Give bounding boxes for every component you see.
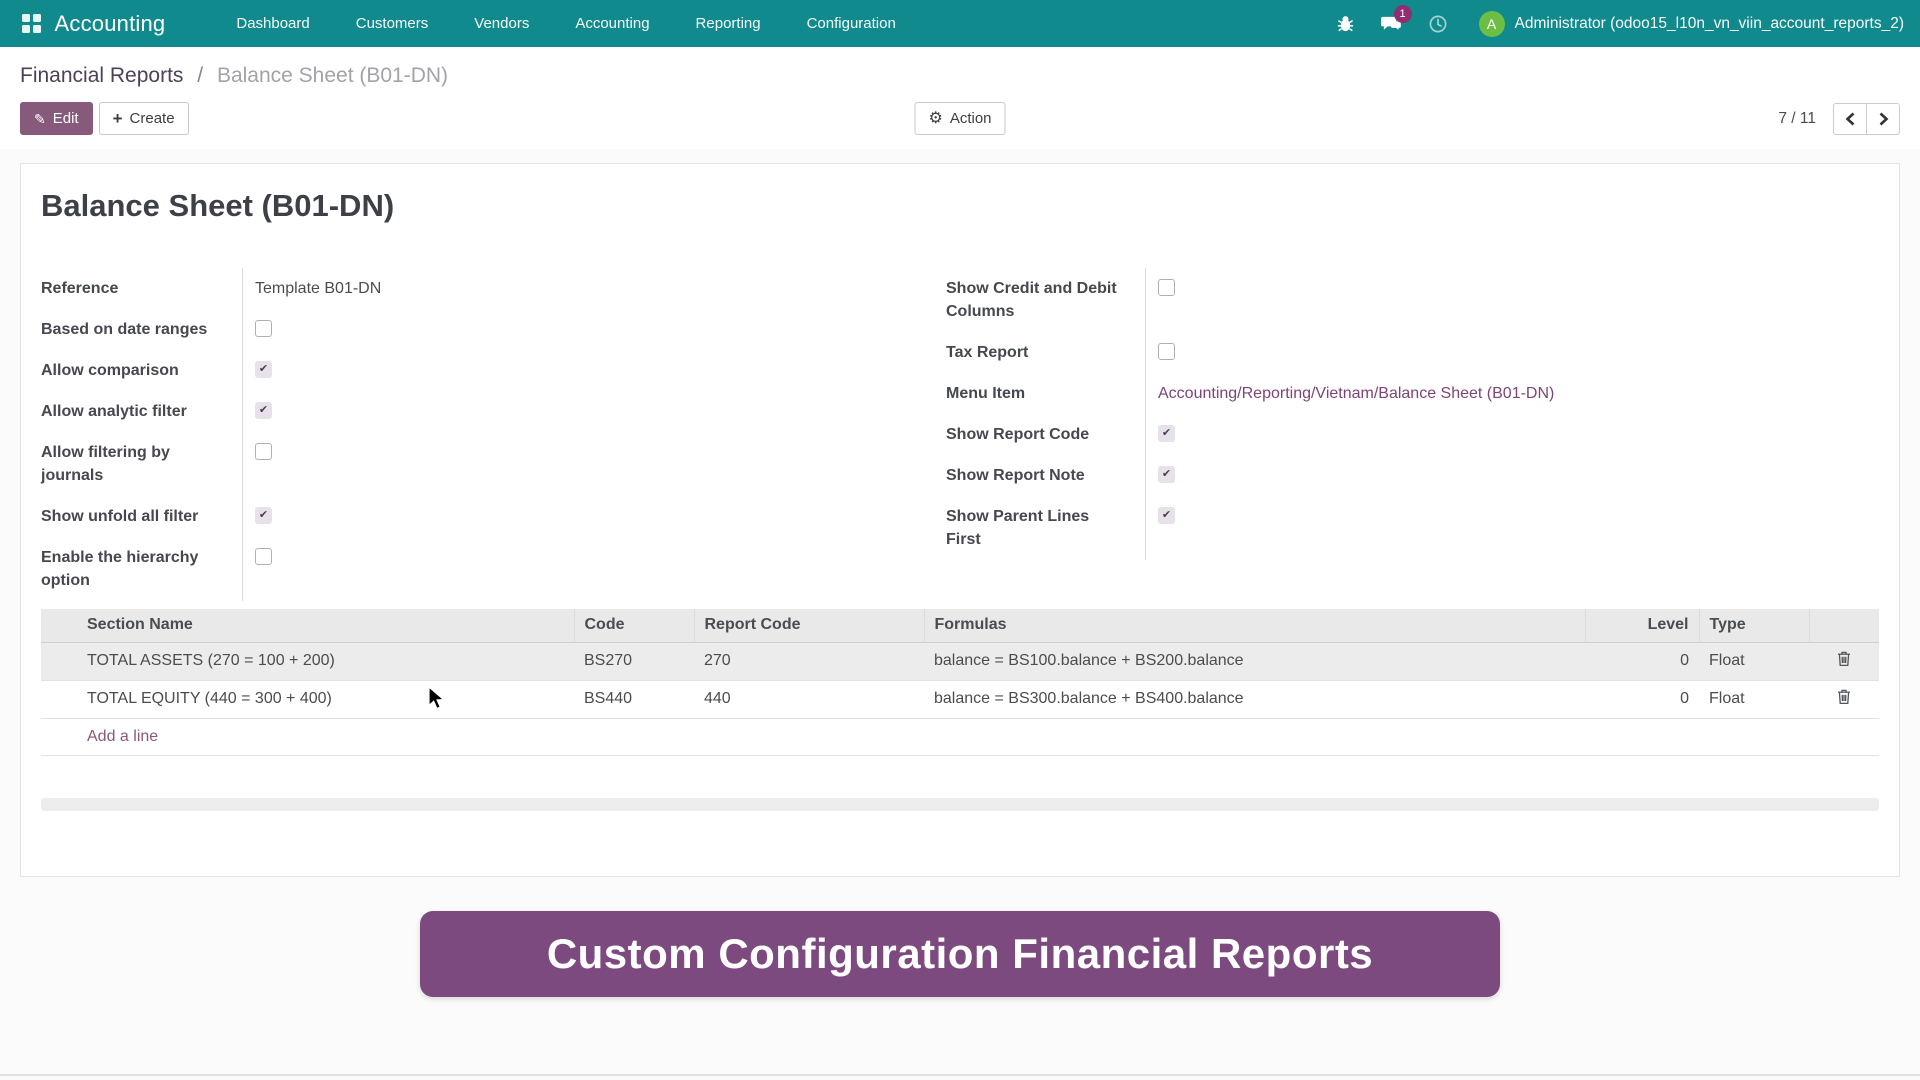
field-label-allow-filtering-by-journals: Allow filtering by journals xyxy=(41,432,243,496)
cell-level[interactable]: 0 xyxy=(1585,680,1699,719)
field-value-reference: Template B01-DN xyxy=(255,280,382,297)
cell-section-name[interactable]: TOTAL EQUITY (440 = 300 + 400) xyxy=(41,680,574,719)
checkbox-show-report-note[interactable]: ✔ xyxy=(1158,466,1175,483)
footer-divider xyxy=(0,1074,1920,1076)
nav-item-vendors[interactable]: Vendors xyxy=(474,15,530,32)
breadcrumb-separator: / xyxy=(197,64,204,87)
table-row[interactable]: TOTAL ASSETS (270 = 100 + 200) BS270 270 ba… xyxy=(41,642,1879,681)
cell-section-name[interactable]: TOTAL ASSETS (270 = 100 + 200) xyxy=(41,642,574,681)
edit-button[interactable]: ✎ Edit xyxy=(20,102,93,135)
delete-row-trash-icon[interactable] xyxy=(1837,689,1851,705)
checkbox-based-on-date-ranges[interactable] xyxy=(255,320,272,337)
nav-item-accounting[interactable]: Accounting xyxy=(575,15,650,32)
field-label-show-parent-lines-first: Show Parent Lines First xyxy=(946,496,1146,560)
field-label-show-report-note: Show Report Note xyxy=(946,455,1146,496)
apps-grid-icon[interactable] xyxy=(22,14,41,33)
column-header-type[interactable]: Type xyxy=(1699,609,1810,643)
action-button[interactable]: ⚙ Action xyxy=(914,102,1006,135)
cell-type[interactable]: Float xyxy=(1699,680,1809,719)
field-label-show-credit-and-debit-columns: Show Credit and Debit Columns xyxy=(946,268,1146,332)
checkbox-show-parent-lines-first[interactable]: ✔ xyxy=(1158,507,1175,524)
table-body: TOTAL ASSETS (270 = 100 + 200) BS270 270 ba… xyxy=(41,642,1879,756)
table-header-row: Section Name Code Report Code Formulas Level… xyxy=(41,609,1879,643)
cell-code[interactable]: BS270 xyxy=(574,642,694,681)
delete-row-trash-icon[interactable] xyxy=(1837,651,1851,667)
checkbox-allow-comparison[interactable]: ✔ xyxy=(255,361,272,378)
column-header-formulas[interactable]: Formulas xyxy=(924,609,1586,643)
messages-icon[interactable]: 1 xyxy=(1369,5,1415,33)
checkbox-show-report-code[interactable]: ✔ xyxy=(1158,425,1175,442)
add-line-row: Add a line xyxy=(41,718,1879,756)
column-header-level[interactable]: Level xyxy=(1585,609,1700,643)
add-a-line-link[interactable]: Add a line xyxy=(87,727,159,745)
form-sheet: Balance Sheet (B01-DN) Reference Template… xyxy=(20,163,1900,877)
user-menu[interactable]: A Administrator (odoo15_l10n_vn_viin_acc… xyxy=(1478,10,1904,37)
nav-item-customers[interactable]: Customers xyxy=(355,15,429,32)
field-label-allow-analytic-filter: Allow analytic filter xyxy=(41,391,243,432)
breadcrumb-financial-reports[interactable]: Financial Reports xyxy=(20,64,184,87)
avatar: A xyxy=(1478,10,1505,37)
checkbox-show-unfold-all-filter[interactable]: ✔ xyxy=(255,507,272,524)
pager-next-button[interactable] xyxy=(1866,102,1900,135)
custom-config-banner: Custom Configuration Financial Reports xyxy=(420,911,1500,997)
cell-type[interactable]: Float xyxy=(1699,642,1809,681)
checkbox-show-credit-and-debit-columns[interactable] xyxy=(1158,279,1175,296)
field-label-allow-comparison: Allow comparison xyxy=(41,350,243,391)
user-label: Administrator (odoo15_l10n_vn_viin_accou… xyxy=(1514,14,1904,32)
checkbox-allow-analytic-filter[interactable]: ✔ xyxy=(255,402,272,419)
plus-icon: + xyxy=(112,109,123,128)
navbar-menu: Dashboard Customers Vendors Accounting Repor… xyxy=(213,0,918,47)
gear-icon: ⚙ xyxy=(928,109,943,127)
cell-formulas[interactable]: balance = BS100.balance + BS200.balance xyxy=(924,642,1585,681)
checkbox-allow-filtering-by-journals[interactable] xyxy=(255,443,272,460)
control-panel: Financial Reports / Balance Sheet (B01-D… xyxy=(0,47,1920,149)
field-group-right: Show Credit and Debit Columns Tax Report M… xyxy=(946,268,1846,601)
column-header-report-code[interactable]: Report Code xyxy=(694,609,925,643)
pager-previous-button[interactable] xyxy=(1833,102,1867,135)
field-label-show-report-code: Show Report Code xyxy=(946,414,1146,455)
nav-item-dashboard[interactable]: Dashboard xyxy=(236,15,310,32)
field-label-show-unfold-all-filter: Show unfold all filter xyxy=(41,496,243,537)
top-navbar: Accounting Dashboard Customers Vendors Acco… xyxy=(0,0,1920,47)
message-count-badge: 1 xyxy=(1393,5,1412,23)
checkbox-tax-report[interactable] xyxy=(1158,343,1175,360)
row-actions-cell xyxy=(1809,642,1879,681)
breadcrumb-current: Balance Sheet (B01-DN) xyxy=(216,64,449,87)
create-button[interactable]: + Create xyxy=(98,102,189,135)
page-title: Balance Sheet (B01-DN) xyxy=(41,188,395,223)
horizontal-scrollbar[interactable] xyxy=(41,797,1879,811)
breadcrumb: Financial Reports / Balance Sheet (B01-D… xyxy=(20,64,1900,88)
pager-value: 7 / 11 xyxy=(1778,109,1816,127)
report-lines-table: Section Name Code Report Code Formulas Level… xyxy=(41,609,1879,756)
cell-code[interactable]: BS440 xyxy=(574,680,694,719)
column-header-code[interactable]: Code xyxy=(574,609,695,643)
field-label-tax-report: Tax Report xyxy=(946,332,1146,373)
app-name[interactable]: Accounting xyxy=(54,10,166,36)
pencil-icon: ✎ xyxy=(34,110,46,127)
nav-item-configuration[interactable]: Configuration xyxy=(806,15,896,32)
field-label-reference: Reference xyxy=(41,268,243,309)
field-group-left: Reference Template B01-DN Based on date ra… xyxy=(41,268,946,601)
table-row[interactable]: TOTAL EQUITY (440 = 300 + 400) BS440 440 ba… xyxy=(41,680,1879,719)
field-label-enable-the-hierarchy-option: Enable the hierarchy option xyxy=(41,537,243,601)
field-label-based-on-date-ranges: Based on date ranges xyxy=(41,309,243,350)
debug-bug-icon[interactable] xyxy=(1323,14,1369,33)
nav-item-reporting[interactable]: Reporting xyxy=(695,15,761,32)
chevron-right-icon xyxy=(1879,112,1888,125)
checkbox-enable-the-hierarchy-option[interactable] xyxy=(255,548,272,565)
cell-report-code[interactable]: 440 xyxy=(694,680,924,719)
column-header-section-name[interactable]: Section Name xyxy=(41,609,575,643)
chevron-left-icon xyxy=(1845,112,1854,125)
activities-clock-icon[interactable] xyxy=(1415,14,1461,34)
row-actions-cell xyxy=(1809,680,1879,719)
cell-formulas[interactable]: balance = BS300.balance + BS400.balance xyxy=(924,680,1585,719)
column-header-actions xyxy=(1809,609,1879,643)
field-link-menu-item[interactable]: Accounting/Reporting/Vietnam/Balance She… xyxy=(1158,385,1555,402)
cell-report-code[interactable]: 270 xyxy=(694,642,924,681)
cell-level[interactable]: 0 xyxy=(1585,642,1699,681)
field-label-menu-item: Menu Item xyxy=(946,373,1146,414)
